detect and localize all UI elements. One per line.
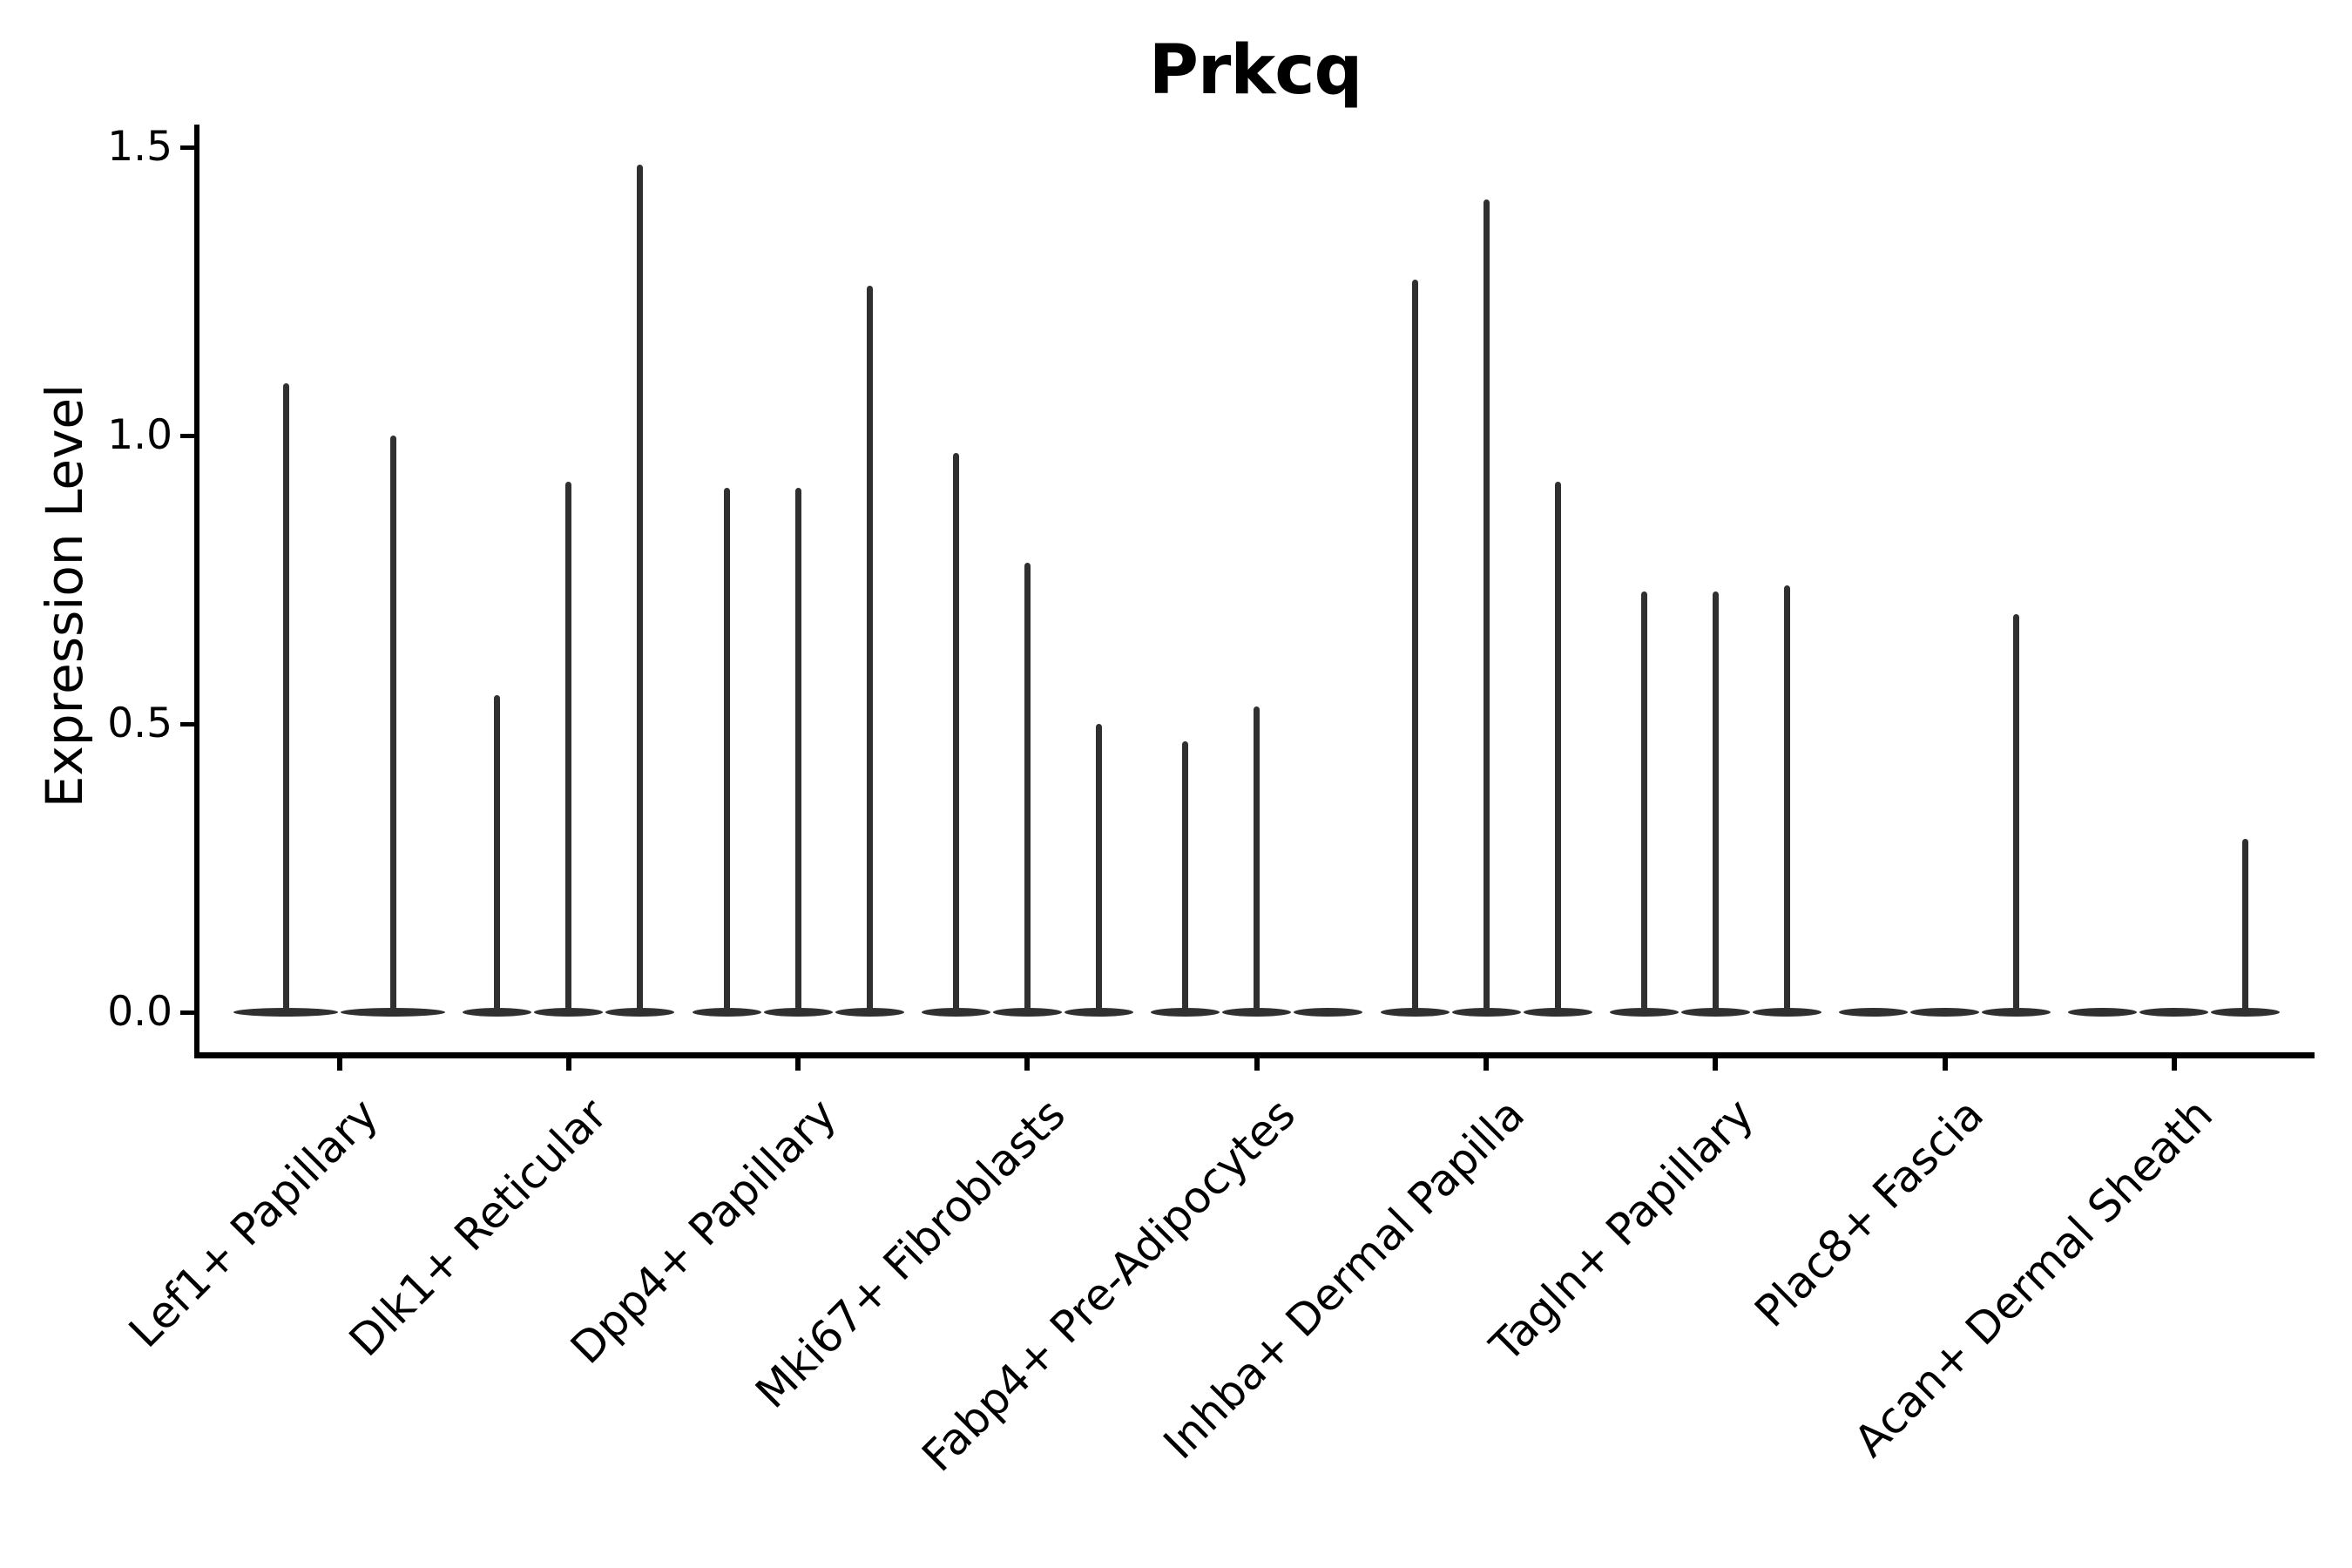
violin-body [233, 1008, 338, 1017]
violin-body [1222, 1008, 1292, 1017]
violin-body [1680, 1008, 1750, 1017]
violin-body [835, 1008, 904, 1017]
y-tick-label: 1.5 [107, 123, 172, 171]
violin-spike [1640, 591, 1647, 1012]
x-tick-label: Fabp4+ Pre-Adipocytes [912, 1089, 1305, 1482]
violin-body [1064, 1008, 1133, 1017]
violin-spike [2242, 839, 2249, 1012]
x-tick-mark [1942, 1058, 1948, 1071]
violin-body [1294, 1008, 1363, 1017]
violin-body [1910, 1008, 1980, 1017]
violin-spike [1411, 280, 1418, 1012]
x-tick-mark [565, 1058, 571, 1071]
violin-spike [282, 383, 289, 1012]
violin-spike [866, 285, 873, 1012]
y-tick-label: 1.0 [107, 411, 172, 459]
violin-spike [1783, 585, 1790, 1012]
violin-body [763, 1008, 833, 1017]
violin-spike [389, 436, 396, 1012]
violin-body [1609, 1008, 1679, 1017]
y-axis-spine [194, 125, 199, 1058]
violin-body [1523, 1008, 1592, 1017]
violin-spike [723, 487, 730, 1012]
x-tick-mark [795, 1058, 801, 1071]
x-tick-mark [1484, 1058, 1489, 1071]
violin-body [1380, 1008, 1450, 1017]
violin-body [2139, 1008, 2209, 1017]
x-tick-mark [1254, 1058, 1260, 1071]
violin-body [1151, 1008, 1220, 1017]
violin-body [605, 1008, 675, 1017]
violin-body [692, 1008, 761, 1017]
x-tick-mark [1024, 1058, 1031, 1071]
violin-spike [2013, 614, 2020, 1012]
violin-body [1451, 1008, 1521, 1017]
violin-body [463, 1008, 532, 1017]
violin-body [2211, 1008, 2281, 1017]
violin-spike [1095, 724, 1102, 1012]
violin-spike [794, 487, 801, 1012]
x-axis-spine [194, 1051, 2315, 1058]
violin-spike [952, 452, 959, 1012]
violin-body [1839, 1008, 1909, 1017]
violin-spike [1024, 562, 1031, 1012]
y-tick-label: 0.5 [107, 700, 172, 747]
violin-spike [1254, 706, 1260, 1012]
y-tick-mark [180, 1010, 194, 1015]
violin-spike [637, 164, 644, 1012]
violin-body [1982, 1008, 2051, 1017]
violin-body [992, 1008, 1062, 1017]
violin-body [534, 1008, 604, 1017]
x-tick-label: Lef1+ Papillary [118, 1089, 388, 1358]
x-tick-label: Plac8+ Fascia [1744, 1089, 1993, 1337]
y-tick-mark [180, 145, 194, 150]
violin-body [1752, 1008, 1821, 1017]
y-tick-mark [180, 721, 194, 727]
violin-spike [1554, 481, 1561, 1012]
x-tick-mark [336, 1058, 342, 1071]
violin-body [341, 1008, 445, 1017]
violin-spike [1483, 199, 1490, 1012]
x-tick-mark [1713, 1058, 1719, 1071]
y-tick-label: 0.0 [107, 988, 172, 1036]
plot-title: Prkcq [1148, 31, 1363, 110]
x-tick-mark [2171, 1058, 2177, 1071]
y-tick-mark [180, 433, 194, 438]
violin-spike [1712, 591, 1719, 1012]
violin-spike [1182, 740, 1189, 1012]
violin-body [921, 1008, 990, 1017]
violin-spike [494, 694, 501, 1012]
violin-spike [565, 481, 572, 1012]
violin-body [2068, 1008, 2138, 1017]
